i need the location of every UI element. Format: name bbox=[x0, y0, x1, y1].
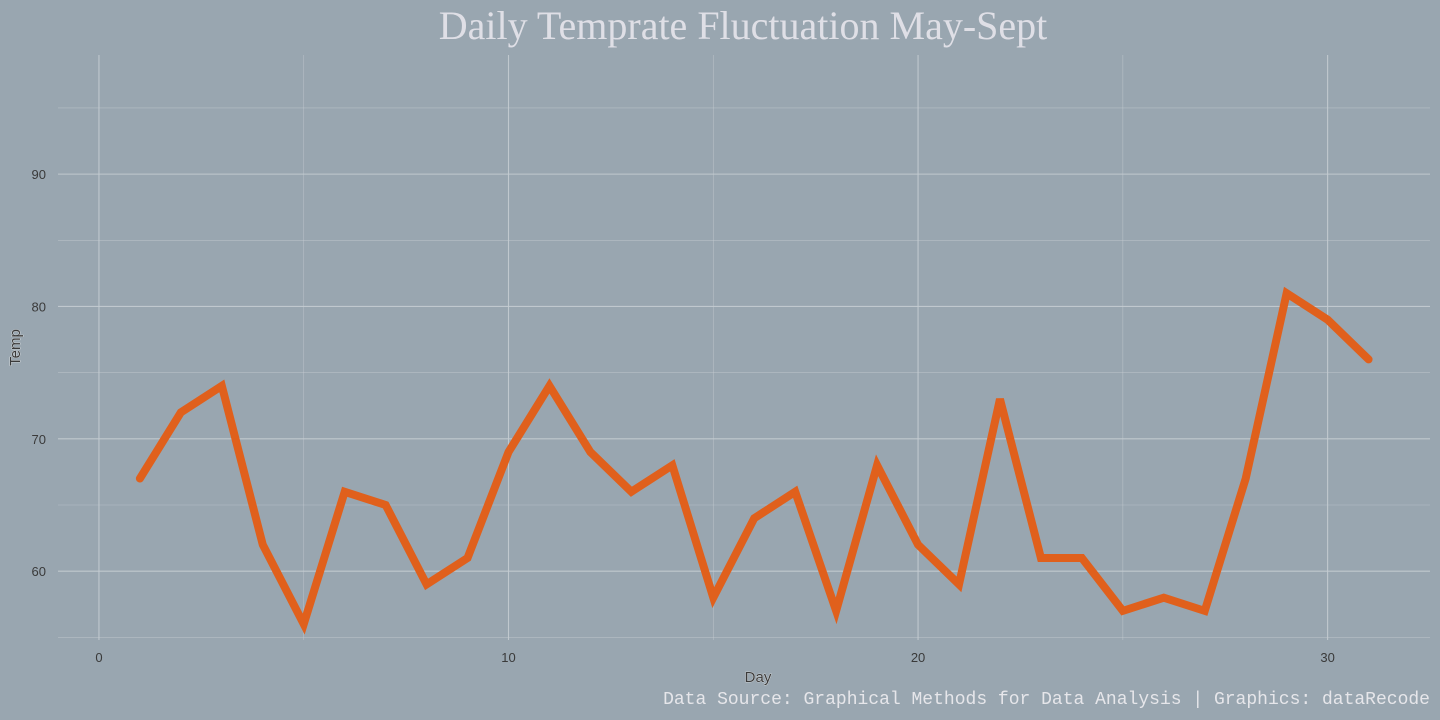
x-tick-label: 20 bbox=[911, 650, 925, 665]
y-axis-title: Temp bbox=[7, 329, 24, 366]
grid-lines bbox=[58, 55, 1430, 640]
y-tick-label: 70 bbox=[32, 432, 46, 447]
chart-caption: Data Source: Graphical Methods for Data … bbox=[663, 690, 1430, 710]
series-layer bbox=[135, 286, 1373, 635]
y-tick-label: 90 bbox=[32, 167, 46, 182]
chart-title: Daily Temprate Fluctuation May-Sept bbox=[438, 3, 1048, 48]
x-tick-label: 0 bbox=[95, 650, 102, 665]
y-tick-label: 60 bbox=[32, 564, 46, 579]
axis-tick-labels: 0 10 20 30 60 70 80 90 bbox=[32, 167, 1335, 665]
temp-series-line bbox=[135, 286, 1373, 635]
x-tick-label: 10 bbox=[501, 650, 515, 665]
y-tick-label: 80 bbox=[32, 299, 46, 314]
x-tick-label: 30 bbox=[1320, 650, 1334, 665]
x-axis-title: Day bbox=[745, 669, 772, 686]
